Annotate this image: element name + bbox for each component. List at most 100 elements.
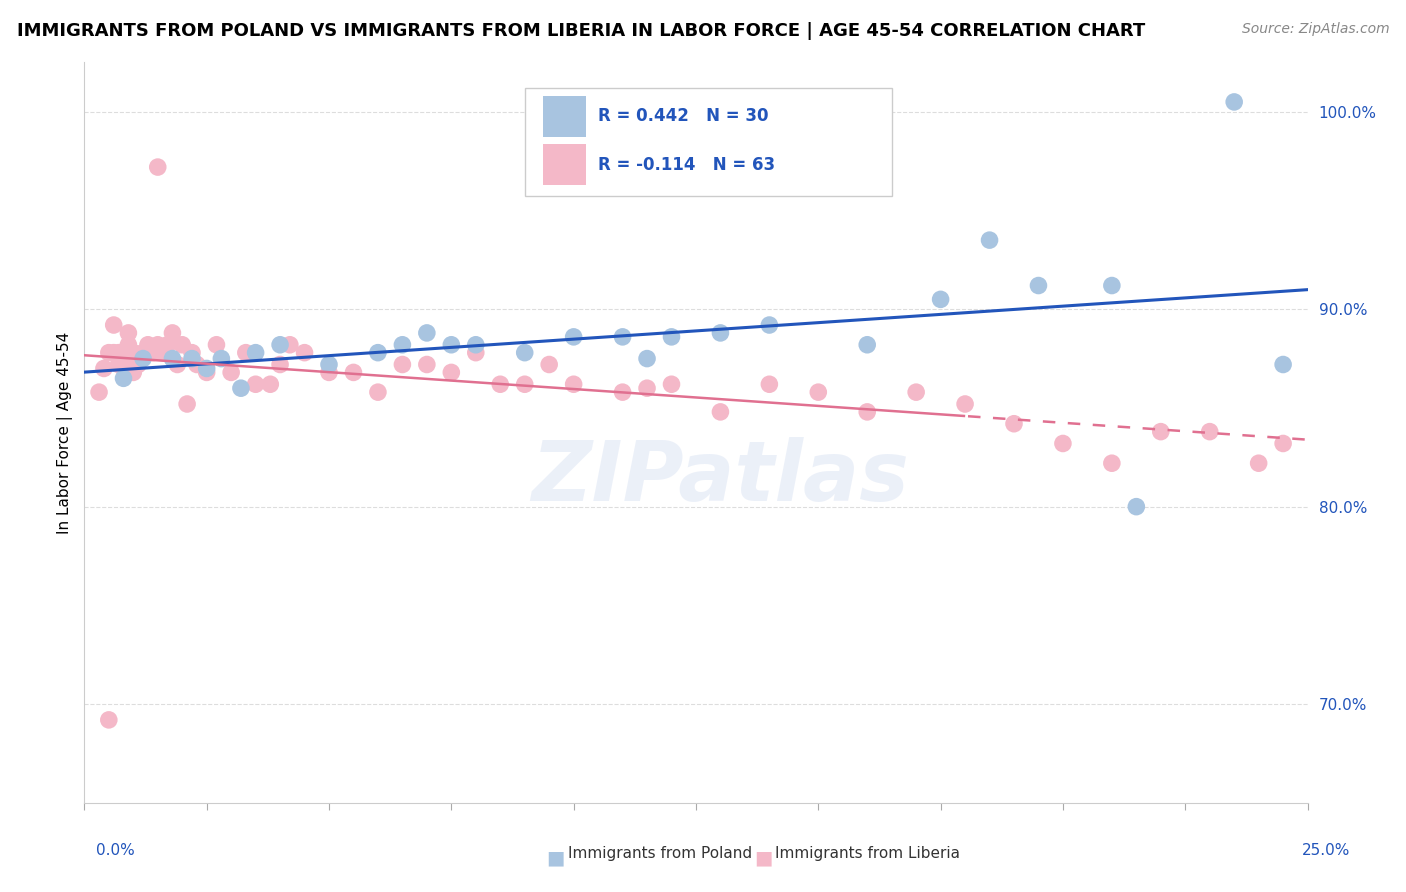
Point	[416, 326, 439, 340]
Point	[235, 345, 257, 359]
Point	[807, 385, 830, 400]
Point	[294, 345, 316, 359]
Point	[107, 358, 129, 372]
Point	[856, 338, 879, 352]
Point	[562, 377, 585, 392]
Point	[176, 397, 198, 411]
Point	[117, 338, 139, 352]
Point	[219, 365, 242, 379]
Point	[1101, 278, 1123, 293]
Point	[709, 405, 731, 419]
Point	[97, 345, 120, 359]
Point	[117, 326, 139, 340]
Point	[269, 358, 291, 372]
Point	[87, 385, 110, 400]
Point	[391, 338, 413, 352]
Point	[162, 326, 184, 340]
Point	[953, 397, 976, 411]
Point	[122, 345, 145, 359]
Point	[856, 405, 879, 419]
Text: Source: ZipAtlas.com: Source: ZipAtlas.com	[1241, 22, 1389, 37]
Point	[636, 381, 658, 395]
Point	[464, 345, 486, 359]
Point	[1028, 278, 1050, 293]
Point	[489, 377, 512, 392]
Point	[186, 358, 208, 372]
Point	[1272, 358, 1295, 372]
Text: ■: ■	[754, 848, 772, 868]
Text: R = 0.442   N = 30: R = 0.442 N = 30	[598, 107, 769, 125]
Point	[132, 351, 155, 366]
Point	[1223, 95, 1246, 109]
Point	[367, 385, 389, 400]
Point	[278, 338, 301, 352]
Point	[612, 385, 634, 400]
Point	[1150, 425, 1173, 439]
Point	[97, 713, 120, 727]
Point	[136, 338, 159, 352]
Point	[103, 345, 125, 359]
Point	[107, 345, 129, 359]
Point	[127, 358, 149, 372]
FancyBboxPatch shape	[524, 88, 891, 195]
Text: 0.0%: 0.0%	[96, 843, 135, 858]
Point	[209, 351, 232, 366]
Point	[513, 345, 536, 359]
Point	[112, 371, 135, 385]
Point	[146, 338, 169, 352]
Point	[229, 381, 252, 395]
Point	[758, 318, 780, 332]
Point	[1125, 500, 1147, 514]
Text: 25.0%: 25.0%	[1302, 843, 1350, 858]
Point	[318, 358, 340, 372]
Point	[181, 351, 204, 366]
Point	[612, 330, 634, 344]
Text: Immigrants from Poland: Immigrants from Poland	[568, 846, 752, 861]
Text: ZIPatlas: ZIPatlas	[531, 436, 910, 517]
Point	[1272, 436, 1295, 450]
Point	[661, 330, 683, 344]
Point	[172, 338, 194, 352]
Point	[269, 338, 291, 352]
FancyBboxPatch shape	[543, 145, 586, 185]
Point	[195, 365, 218, 379]
Point	[661, 377, 683, 392]
Point	[132, 345, 155, 359]
Point	[146, 160, 169, 174]
Point	[440, 338, 463, 352]
Point	[152, 345, 174, 359]
Point	[538, 358, 561, 372]
Point	[979, 233, 1001, 247]
Text: Immigrants from Liberia: Immigrants from Liberia	[776, 846, 960, 861]
Point	[416, 358, 439, 372]
Text: ■: ■	[546, 848, 564, 868]
Text: R = -0.114   N = 63: R = -0.114 N = 63	[598, 155, 775, 174]
FancyBboxPatch shape	[543, 96, 586, 136]
Point	[342, 365, 364, 379]
Point	[195, 361, 218, 376]
Point	[513, 377, 536, 392]
Point	[162, 351, 184, 366]
Point	[1052, 436, 1074, 450]
Point	[245, 345, 267, 359]
Point	[259, 377, 281, 392]
Point	[709, 326, 731, 340]
Point	[205, 338, 228, 352]
Point	[464, 338, 486, 352]
Point	[1247, 456, 1270, 470]
Text: IMMIGRANTS FROM POLAND VS IMMIGRANTS FROM LIBERIA IN LABOR FORCE | AGE 45-54 COR: IMMIGRANTS FROM POLAND VS IMMIGRANTS FRO…	[17, 22, 1144, 40]
Point	[636, 351, 658, 366]
Point	[367, 345, 389, 359]
Point	[156, 338, 179, 352]
Point	[905, 385, 928, 400]
Point	[929, 293, 952, 307]
Point	[122, 365, 145, 379]
Point	[93, 361, 115, 376]
Point	[181, 345, 204, 359]
Y-axis label: In Labor Force | Age 45-54: In Labor Force | Age 45-54	[58, 332, 73, 533]
Point	[103, 318, 125, 332]
Point	[440, 365, 463, 379]
Point	[1101, 456, 1123, 470]
Point	[245, 377, 267, 392]
Point	[166, 358, 188, 372]
